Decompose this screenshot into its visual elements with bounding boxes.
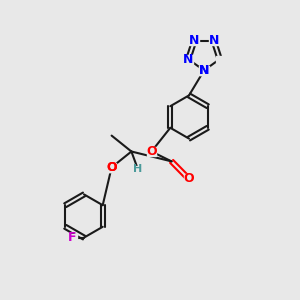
Bar	[209, 36, 219, 45]
Bar	[134, 166, 142, 173]
Bar	[147, 147, 156, 156]
Text: N: N	[183, 52, 194, 66]
Bar	[107, 163, 116, 172]
Bar	[107, 163, 116, 172]
Bar	[68, 234, 77, 242]
Text: N: N	[208, 34, 219, 47]
Text: H: H	[134, 164, 142, 175]
Bar	[183, 55, 193, 64]
Bar	[184, 174, 193, 183]
Text: O: O	[183, 172, 194, 185]
Text: O: O	[106, 161, 117, 174]
Bar	[199, 66, 209, 75]
Text: N: N	[199, 64, 209, 77]
Text: N: N	[199, 64, 209, 77]
Bar	[199, 66, 209, 75]
Bar	[189, 36, 199, 45]
Text: O: O	[146, 145, 157, 158]
Text: F: F	[68, 231, 77, 244]
Bar	[216, 56, 223, 62]
Text: O: O	[106, 161, 117, 174]
Text: N: N	[189, 34, 200, 47]
